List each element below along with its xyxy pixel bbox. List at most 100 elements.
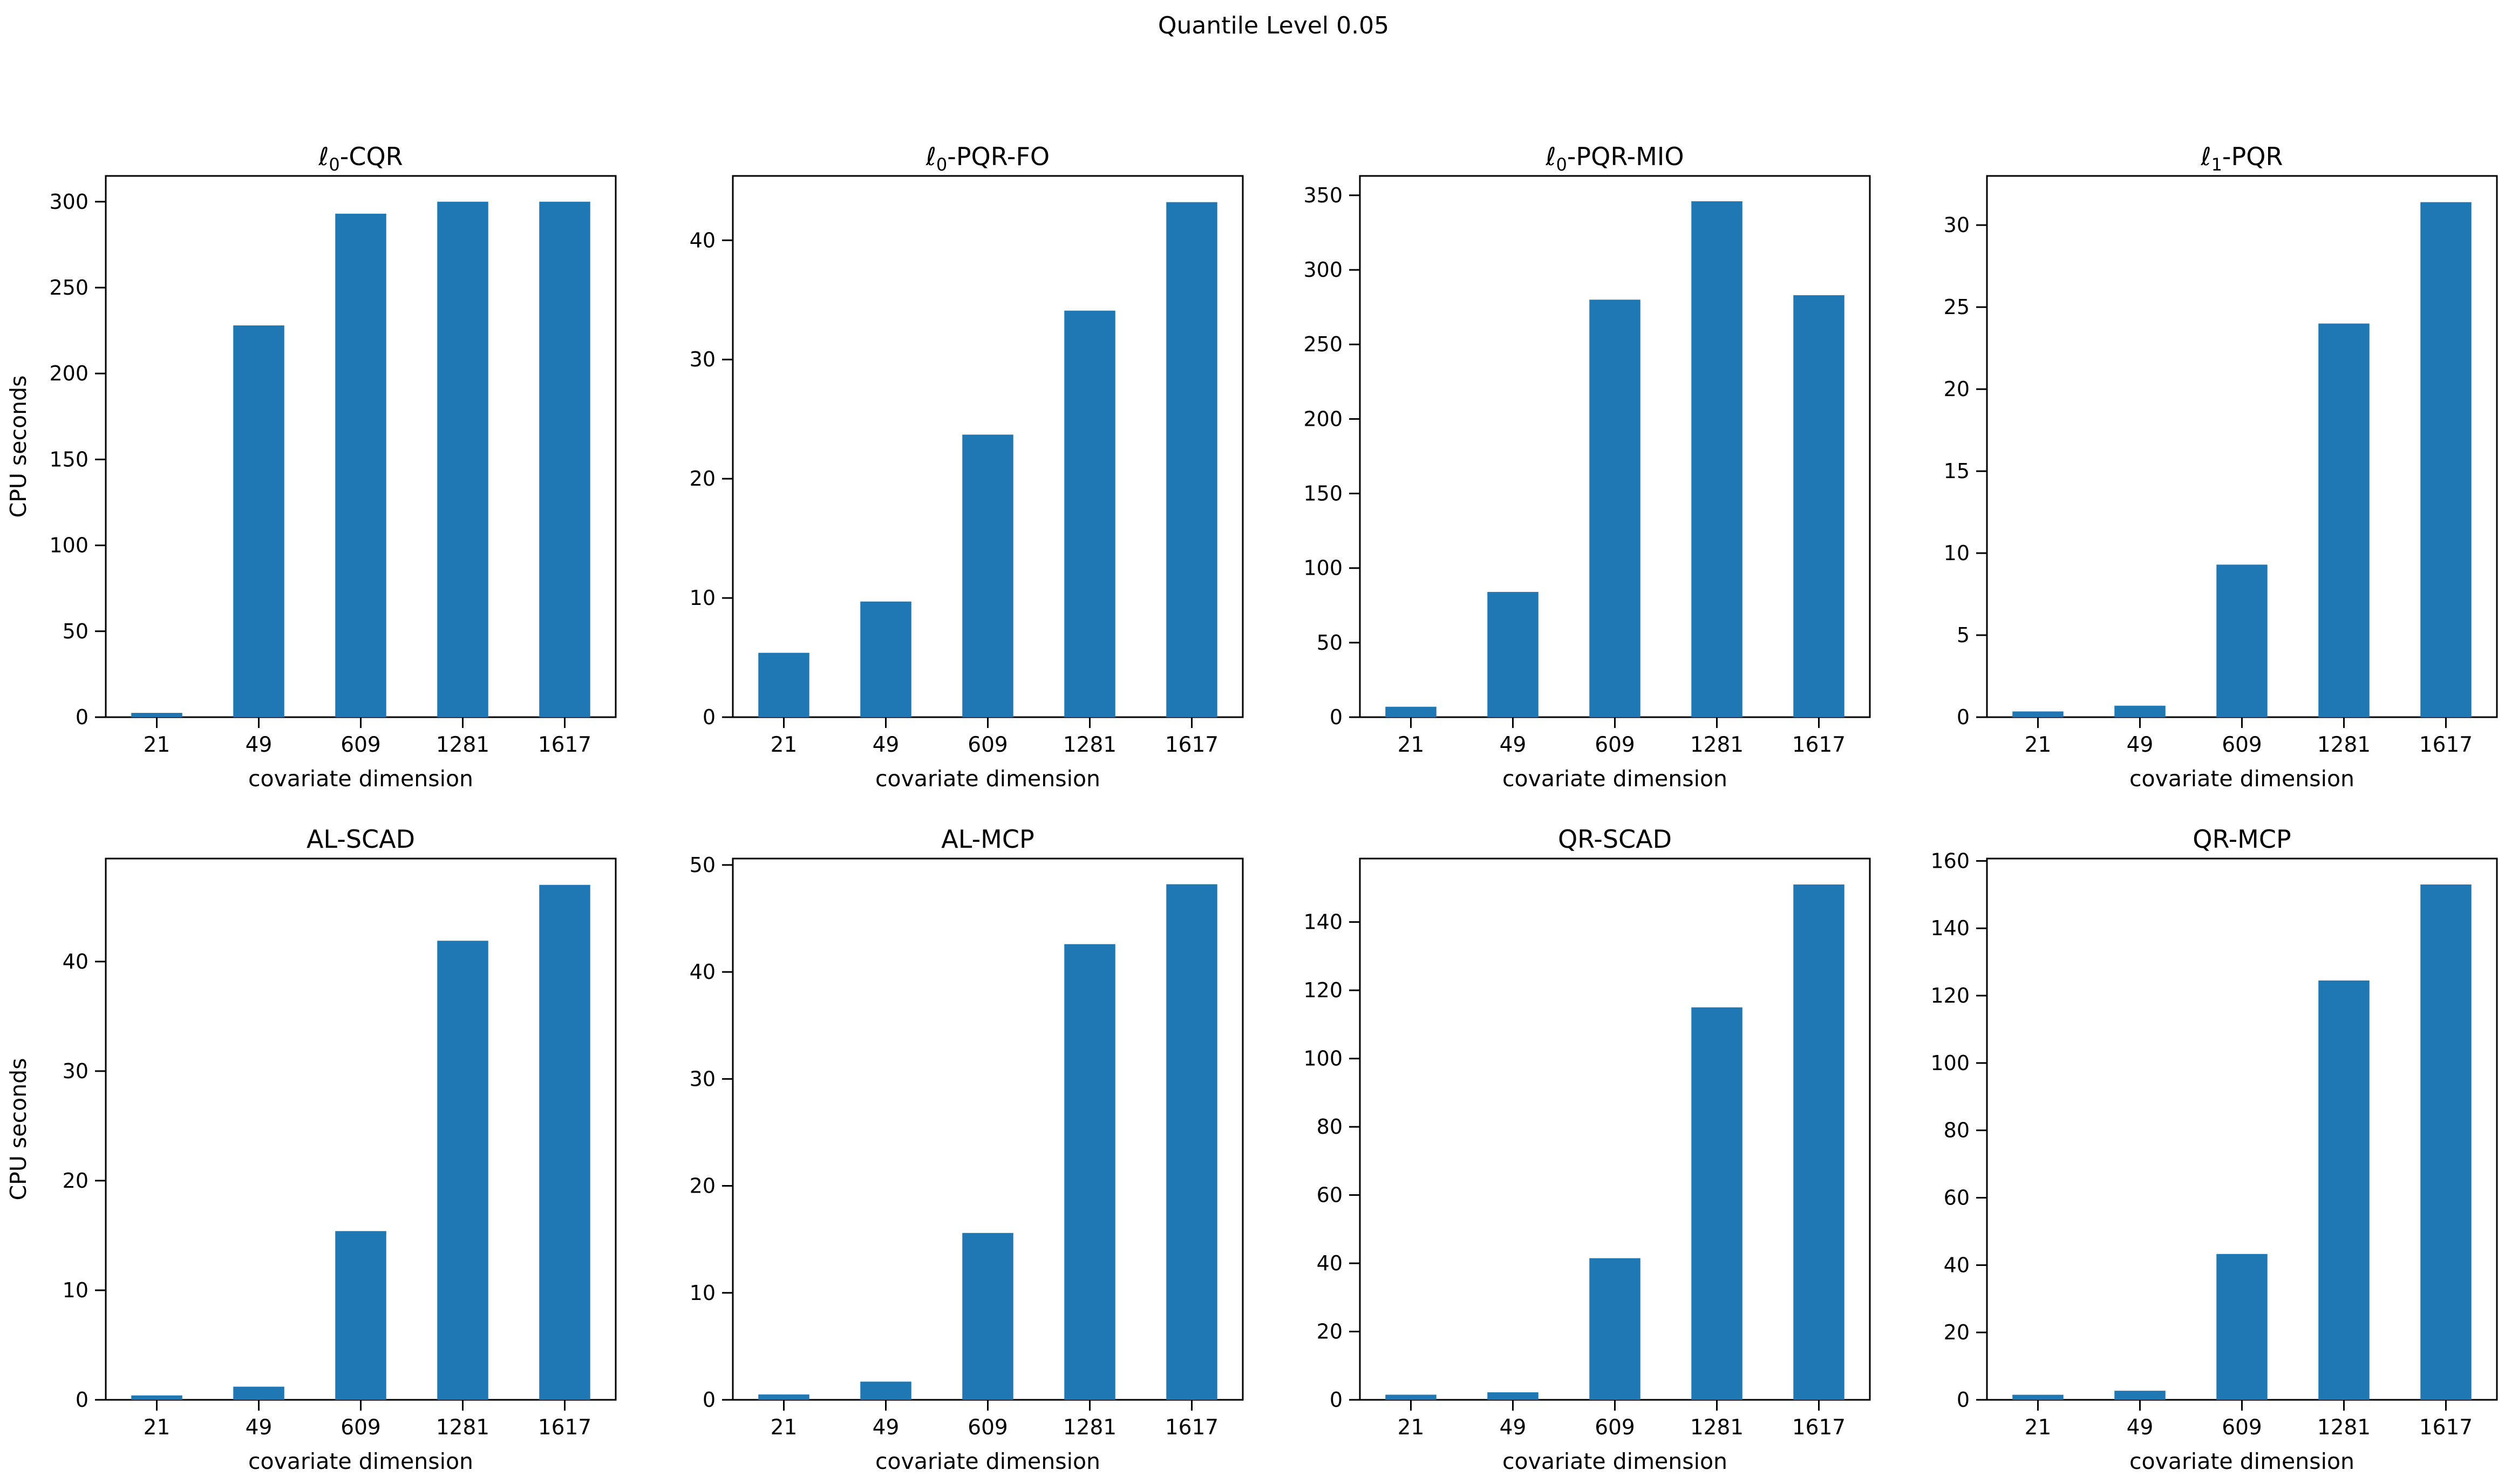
y-axis-label: CPU seconds — [5, 376, 31, 518]
x-axis-label: covariate dimension — [875, 1448, 1100, 1474]
x-tick-label: 1617 — [1165, 1415, 1219, 1440]
x-tick-label: 21 — [2025, 1415, 2052, 1440]
y-tick-label: 50 — [63, 620, 89, 643]
y-tick-label: 150 — [1303, 482, 1343, 506]
y-tick-label: 30 — [690, 348, 716, 371]
y-tick-label: 200 — [1303, 407, 1343, 431]
subplot-title: ℓ0-PQR-MIO — [1545, 142, 1684, 175]
y-tick-label: 300 — [49, 190, 89, 214]
y-tick-label: 15 — [1944, 459, 1970, 483]
y-axis-label: CPU seconds — [5, 1058, 31, 1201]
x-tick-label: 49 — [246, 733, 273, 757]
x-tick-label: 49 — [873, 733, 900, 757]
y-tick-label: 200 — [49, 362, 89, 385]
subplot-title: AL-MCP — [941, 825, 1034, 854]
y-tick-label: 140 — [1930, 916, 1970, 940]
x-tick-label: 49 — [1500, 733, 1527, 757]
x-tick-label: 1281 — [1690, 1415, 1744, 1440]
y-tick-label: 20 — [690, 1174, 716, 1198]
x-axis-label: covariate dimension — [1502, 1448, 1727, 1474]
bar-1281 — [1064, 310, 1115, 717]
bar-1281 — [2318, 980, 2370, 1400]
bar-1617 — [1793, 884, 1844, 1400]
y-tick-label: 10 — [1944, 541, 1970, 565]
bar-1617 — [539, 201, 590, 717]
y-tick-label: 350 — [1303, 183, 1343, 207]
x-axis-label: covariate dimension — [2129, 1448, 2354, 1474]
x-tick-label: 609 — [341, 1415, 380, 1440]
bar-1617 — [2420, 202, 2472, 717]
subplot-title: ℓ0-PQR-FO — [925, 142, 1050, 175]
y-tick-label: 0 — [1330, 705, 1343, 729]
bar-49 — [1487, 591, 1539, 717]
bar-1281 — [1691, 201, 1742, 718]
y-tick-label: 0 — [1957, 1388, 1970, 1412]
bar-49 — [233, 1386, 284, 1400]
bar-1617 — [1793, 295, 1844, 717]
subplot-title: QR-SCAD — [1558, 825, 1672, 854]
y-tick-label: 60 — [1317, 1183, 1343, 1207]
x-tick-label: 21 — [2025, 733, 2052, 757]
bar-21 — [131, 1395, 182, 1400]
y-tick-label: 80 — [1944, 1119, 1970, 1142]
x-tick-label: 609 — [968, 733, 1008, 757]
bar-1617 — [539, 884, 590, 1400]
bar-609 — [335, 214, 386, 717]
bar-1617 — [2420, 884, 2472, 1400]
x-axis-label: covariate dimension — [248, 1448, 473, 1474]
bar-609 — [335, 1231, 386, 1400]
bar-21 — [131, 713, 182, 717]
y-tick-label: 120 — [1930, 984, 1970, 1008]
bar-49 — [2114, 705, 2166, 717]
bar-21 — [758, 1394, 809, 1400]
x-tick-label: 1281 — [436, 733, 489, 757]
y-tick-label: 25 — [1944, 295, 1970, 319]
x-tick-label: 1617 — [1792, 733, 1846, 757]
x-axis-label: covariate dimension — [248, 766, 473, 792]
x-tick-label: 609 — [341, 733, 380, 757]
x-tick-label: 609 — [2222, 733, 2262, 757]
subplot-title: ℓ0-CQR — [318, 142, 403, 175]
x-tick-label: 49 — [1500, 1415, 1527, 1440]
bar-1617 — [1166, 202, 1217, 717]
x-tick-label: 1617 — [2419, 733, 2473, 757]
y-tick-label: 30 — [63, 1059, 89, 1083]
y-tick-label: 0 — [703, 705, 716, 729]
bar-49 — [860, 1381, 911, 1400]
y-tick-label: 20 — [63, 1169, 89, 1193]
x-tick-label: 49 — [2127, 733, 2154, 757]
y-tick-label: 60 — [1944, 1186, 1970, 1210]
subplot-qr-scad: QR-SCAD 0 20 40 60 80 100 120 140 21 49 609 1281 1617… — [1257, 816, 1875, 1483]
x-tick-label: 21 — [1398, 733, 1425, 757]
x-axis-label: covariate dimension — [2129, 766, 2354, 792]
y-tick-label: 100 — [1303, 556, 1343, 580]
y-tick-label: 50 — [1317, 631, 1343, 655]
y-tick-label: 40 — [1317, 1251, 1343, 1275]
bar-1281 — [2318, 323, 2370, 717]
y-tick-label: 150 — [49, 447, 89, 471]
figure-suptitle: Quantile Level 0.05 — [1158, 12, 1390, 39]
y-tick-label: 40 — [1944, 1253, 1970, 1277]
x-tick-label: 1281 — [1690, 733, 1744, 757]
bar-21 — [1385, 1394, 1437, 1400]
y-tick-label: 160 — [1930, 849, 1970, 873]
y-tick-label: 5 — [1957, 623, 1970, 647]
x-tick-label: 21 — [1398, 1415, 1425, 1440]
y-tick-label: 0 — [76, 1388, 89, 1412]
y-tick-label: 10 — [690, 586, 716, 610]
bar-609 — [962, 1233, 1013, 1400]
bar-21 — [2012, 711, 2064, 717]
y-tick-label: 100 — [49, 534, 89, 557]
bar-1281 — [437, 201, 488, 717]
x-tick-label: 21 — [771, 1415, 798, 1440]
subplot-title: ℓ1-PQR — [2201, 142, 2283, 175]
y-tick-label: 0 — [703, 1388, 716, 1412]
y-tick-label: 20 — [1944, 377, 1970, 401]
subplot--0-cqr: ℓ0-CQR 0 50 100 150 200 250 300 21 49 609 1281 1617 c… — [3, 134, 621, 800]
y-tick-label: 0 — [76, 705, 89, 729]
subplot-al-scad: AL-SCAD 0 10 20 30 40 21 49 609 1281 1617 covariate… — [3, 816, 621, 1483]
subplot-qr-mcp: QR-MCP 0 20 40 60 80 100 120 140 160 21 49 609 1281 16… — [1884, 816, 2502, 1483]
x-tick-label: 1617 — [1165, 733, 1219, 757]
x-tick-label: 609 — [968, 1415, 1008, 1440]
